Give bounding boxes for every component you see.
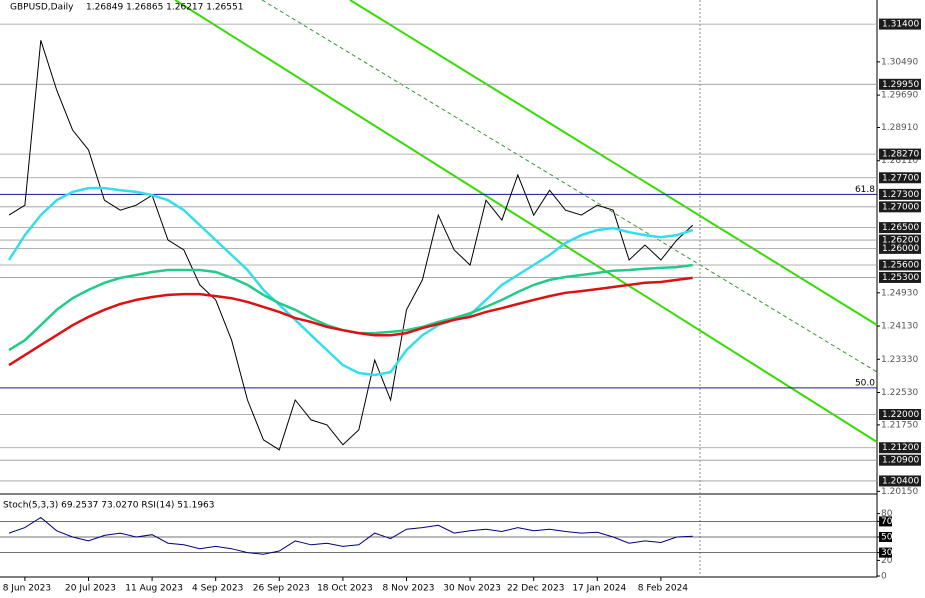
level-label-box bbox=[879, 242, 921, 254]
level-label-box bbox=[879, 442, 921, 454]
y-tick-box bbox=[879, 532, 892, 542]
y-tick-label: 1.21750 bbox=[881, 420, 918, 430]
y-tick-label: 1.30490 bbox=[881, 57, 918, 67]
y-tick-label: 50 bbox=[881, 533, 893, 543]
x-tick-label: 20 Jul 2023 bbox=[65, 584, 116, 594]
x-tick-label: 8 Feb 2024 bbox=[638, 584, 689, 594]
ohlc-values: 1.26849 1.26865 1.26217 1.26551 bbox=[86, 3, 243, 13]
level-label: 1.27000 bbox=[882, 202, 919, 212]
series-line bbox=[8, 276, 693, 367]
level-label-box bbox=[879, 172, 921, 184]
series-line bbox=[8, 516, 693, 555]
series-line bbox=[8, 40, 694, 451]
y-tick-label: 1.28110 bbox=[881, 156, 918, 166]
y-tick-label: 20 bbox=[881, 556, 893, 566]
series-line bbox=[7, 186, 694, 377]
level-label: 1.27300 bbox=[882, 190, 919, 200]
level-label-box bbox=[879, 222, 921, 234]
x-tick-label: 22 Dec 2023 bbox=[507, 584, 565, 594]
y-tick-label: 70 bbox=[881, 517, 893, 527]
level-label-box bbox=[879, 234, 921, 246]
fib-level-label: 50.0 bbox=[855, 378, 875, 388]
level-label: 1.27700 bbox=[882, 173, 919, 183]
level-label: 1.31400 bbox=[882, 20, 919, 30]
level-label-box bbox=[879, 475, 921, 487]
trend-channel-midline bbox=[261, 0, 878, 373]
y-tick-label: 1.22530 bbox=[881, 388, 918, 398]
y-tick-box bbox=[879, 547, 892, 558]
level-label-box bbox=[879, 148, 921, 160]
level-label-box bbox=[879, 201, 921, 213]
level-label: 1.26000 bbox=[882, 244, 919, 254]
trend-channel-line bbox=[174, 0, 878, 443]
level-label-box bbox=[879, 409, 921, 421]
level-label: 1.29950 bbox=[882, 80, 919, 90]
y-tick-label: 1.23330 bbox=[881, 355, 918, 365]
level-label: 1.20900 bbox=[882, 456, 919, 466]
fib-level-label: 61.8 bbox=[855, 185, 875, 195]
y-tick-label: 1.24930 bbox=[881, 288, 918, 298]
y-tick-label: 1.29690 bbox=[881, 91, 918, 101]
level-label-box bbox=[879, 271, 921, 283]
x-tick-label: 17 Jan 2024 bbox=[572, 584, 626, 594]
level-label: 1.25600 bbox=[882, 260, 919, 270]
y-tick-label: 0 bbox=[881, 572, 887, 582]
x-tick-label: 30 Nov 2023 bbox=[443, 584, 501, 594]
x-tick-label: 11 Aug 2023 bbox=[125, 584, 183, 594]
x-tick-label: 4 Sep 2023 bbox=[192, 584, 243, 594]
level-label-box bbox=[879, 18, 921, 30]
level-label-box bbox=[879, 78, 921, 90]
level-label: 1.26200 bbox=[882, 236, 919, 246]
y-tick-label: 1.28910 bbox=[881, 123, 918, 133]
chart-title: GBPUSD,Daily bbox=[10, 3, 74, 13]
level-label: 1.26500 bbox=[882, 223, 919, 233]
level-label-box bbox=[879, 188, 921, 200]
x-tick-label: 18 Oct 2023 bbox=[317, 584, 373, 594]
indicator-title: Stoch(5,3,3) 69.2537 73.0270 RSI(14) 51.… bbox=[3, 501, 215, 511]
y-tick-box bbox=[879, 516, 892, 527]
x-tick-label: 8 Nov 2023 bbox=[383, 584, 435, 594]
y-tick-label: 1.24130 bbox=[881, 322, 918, 332]
level-label: 1.20400 bbox=[882, 476, 919, 486]
level-label: 1.28270 bbox=[882, 150, 919, 160]
y-tick-label: 30 bbox=[881, 548, 893, 558]
level-label: 1.21200 bbox=[882, 443, 919, 453]
trend-channel-line bbox=[349, 0, 878, 326]
level-label-box bbox=[879, 454, 921, 466]
y-tick-label: 80 bbox=[881, 509, 893, 519]
level-label: 1.22000 bbox=[882, 410, 919, 420]
y-tick-label: 1.20150 bbox=[881, 487, 918, 497]
x-tick-label: 26 Sep 2023 bbox=[253, 584, 310, 594]
x-tick-label: 8 Jun 2023 bbox=[3, 584, 51, 594]
level-label-box bbox=[879, 259, 921, 271]
level-label: 1.25300 bbox=[882, 273, 919, 283]
